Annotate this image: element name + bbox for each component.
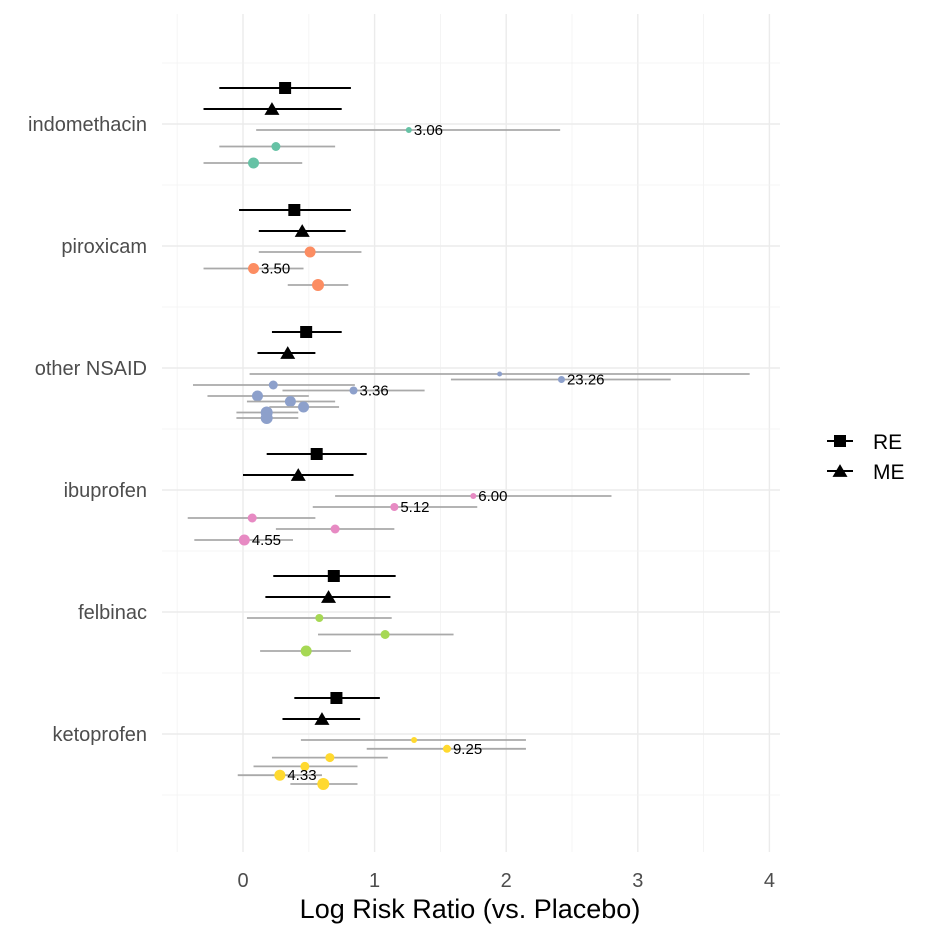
study-point — [405, 127, 412, 133]
study-annotation: 3.50 — [261, 261, 290, 278]
me-estimate — [290, 468, 306, 481]
grid — [162, 14, 780, 852]
study-point — [268, 380, 278, 390]
study-point — [349, 386, 358, 395]
y-tick-label: piroxicam — [61, 236, 147, 258]
legend: RE ME — [827, 431, 905, 484]
x-axis-ticks: 0 1 2 3 4 — [237, 870, 775, 892]
study-point — [390, 503, 399, 511]
legend-key-triangle — [832, 464, 848, 477]
x-tick-label: 1 — [369, 870, 380, 892]
study-point — [380, 630, 390, 639]
group-piroxicam: 3.50 — [203, 204, 362, 291]
group-other-nsaid: 23.26 3.36 — [192, 326, 750, 424]
study-point — [317, 778, 330, 790]
study-point — [284, 396, 296, 407]
study-point — [247, 513, 257, 523]
plot-marks: 3.06 3.50 23.26 3.36 6.00 5.12 4.55 9.25 4.33 — [187, 82, 750, 790]
study-point — [248, 263, 260, 274]
study-annotation: 6.00 — [478, 488, 507, 505]
group-ibuprofen: 6.00 5.12 4.55 — [187, 448, 612, 549]
study-annotation: 23.26 — [567, 372, 605, 389]
y-tick-label: ibuprofen — [64, 480, 147, 502]
re-estimate — [300, 326, 313, 338]
study-point — [312, 279, 325, 291]
me-estimate — [280, 346, 296, 359]
y-tick-label: indomethacin — [28, 114, 147, 136]
study-point — [300, 645, 312, 657]
x-tick-label: 0 — [237, 870, 248, 892]
study-point — [251, 390, 263, 402]
study-point — [470, 493, 477, 499]
study-point — [315, 614, 324, 622]
study-point — [325, 753, 335, 763]
x-axis-label: Log Risk Ratio (vs. Placebo) — [300, 894, 641, 924]
study-annotation: 4.55 — [252, 532, 281, 549]
y-tick-label: felbinac — [78, 602, 147, 624]
legend-key-square — [834, 435, 846, 447]
x-tick-label: 4 — [764, 870, 775, 892]
study-point — [248, 157, 260, 169]
study-point — [238, 534, 250, 546]
study-point — [271, 142, 281, 151]
study-point — [330, 524, 340, 534]
study-point — [260, 412, 273, 424]
re-estimate — [310, 448, 323, 460]
y-tick-label: other NSAID — [35, 358, 147, 380]
legend-label: RE — [873, 431, 902, 454]
re-estimate — [279, 82, 292, 94]
y-axis-ticks: indomethacin piroxicam other NSAID ibuprofe… — [28, 114, 147, 746]
study-annotation: 9.25 — [453, 741, 482, 758]
x-tick-label: 2 — [501, 870, 512, 892]
re-estimate — [327, 570, 340, 582]
group-felbinac — [246, 570, 454, 657]
me-estimate — [321, 590, 337, 603]
x-tick-label: 3 — [632, 870, 643, 892]
study-annotation: 3.36 — [360, 383, 389, 400]
study-annotation: 3.06 — [414, 122, 443, 139]
study-point — [497, 371, 503, 377]
group-ketoprofen: 9.25 4.33 — [237, 692, 526, 790]
re-estimate — [330, 692, 343, 704]
study-point — [274, 769, 286, 781]
study-point — [411, 737, 418, 743]
y-tick-label: ketoprofen — [52, 724, 147, 746]
legend-label: ME — [873, 461, 905, 484]
study-annotation: 5.12 — [400, 499, 429, 516]
me-estimate — [264, 102, 280, 115]
study-point — [304, 246, 316, 258]
re-estimate — [288, 204, 301, 216]
me-estimate — [314, 712, 330, 725]
group-indomethacin: 3.06 — [203, 82, 561, 169]
study-point — [298, 401, 310, 413]
study-point — [557, 376, 565, 383]
study-annotation: 4.33 — [287, 767, 316, 784]
study-point — [300, 761, 310, 771]
study-point — [442, 744, 451, 753]
me-estimate — [294, 224, 310, 237]
